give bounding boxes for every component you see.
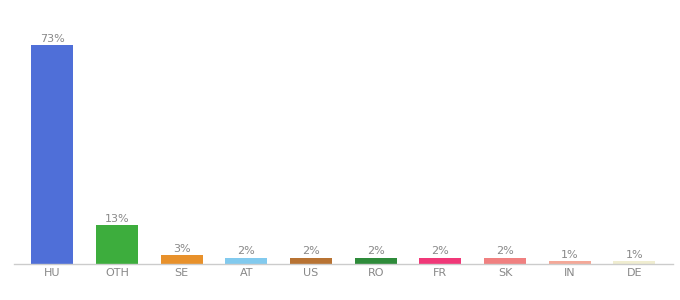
Text: 3%: 3% <box>173 244 190 254</box>
Text: 2%: 2% <box>302 247 320 256</box>
Text: 1%: 1% <box>626 250 643 260</box>
Bar <box>96 225 138 264</box>
Text: 1%: 1% <box>561 250 579 260</box>
Bar <box>31 45 73 264</box>
Text: 2%: 2% <box>237 247 255 256</box>
Text: 2%: 2% <box>367 247 385 256</box>
Bar <box>355 258 396 264</box>
Text: 2%: 2% <box>496 247 514 256</box>
Text: 73%: 73% <box>40 34 65 44</box>
Bar <box>549 261 591 264</box>
Text: 2%: 2% <box>432 247 449 256</box>
Bar <box>613 261 656 264</box>
Text: 13%: 13% <box>105 214 129 224</box>
Bar <box>484 258 526 264</box>
Bar <box>225 258 267 264</box>
Bar <box>420 258 462 264</box>
Bar <box>160 255 203 264</box>
Bar <box>290 258 332 264</box>
